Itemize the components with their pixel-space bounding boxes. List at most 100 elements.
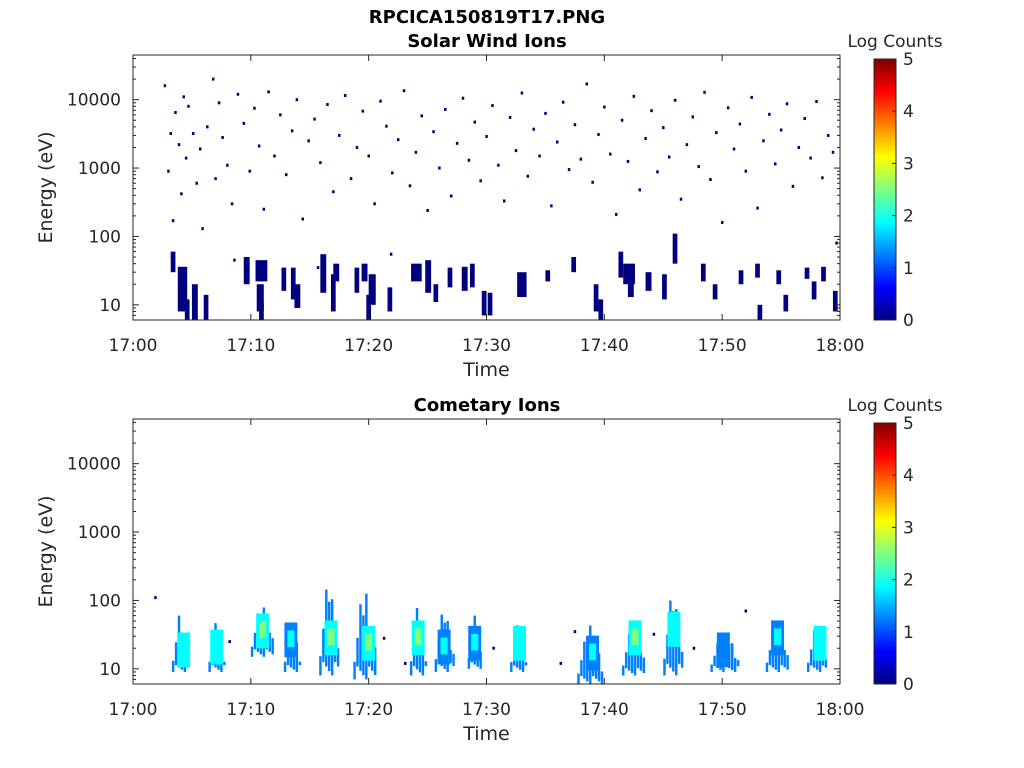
count-pixel [491,104,494,108]
x-tick-label: 17:10 [226,700,275,720]
count-pixel [230,202,234,206]
count-pixel [391,171,394,175]
count-patch [447,267,453,288]
ion-burst [765,620,789,672]
count-pixel [389,252,393,256]
count-pixel [273,154,276,158]
colorbar-tick-label: 4 [903,102,914,122]
burst-column [359,604,362,671]
count-patch [461,266,468,291]
count-patch [517,272,527,298]
burst-column [677,646,681,664]
count-pixel [404,661,407,665]
count-pixel [715,131,718,135]
count-pixel [174,110,177,114]
count-patch [354,267,360,293]
count-pixel [620,118,624,122]
burst-column [780,650,783,666]
count-pixel [815,100,818,104]
burst-column [583,641,586,679]
burst-column [786,655,789,670]
burst-column [577,673,580,684]
count-pixel [170,255,174,259]
count-pixel [343,94,347,98]
burst-column [271,638,274,655]
panel-title-cometary: Cometary Ions [413,395,561,416]
count-pixel [667,155,671,159]
burst-column [736,660,740,667]
count-pixel [709,178,712,182]
count-patch [255,260,268,282]
count-patch [387,287,393,312]
count-pixel [420,114,424,118]
count-pixel [579,157,583,161]
count-pixel [206,125,209,129]
count-pixel [295,98,299,102]
colorbar-tick-label: 3 [903,154,914,174]
count-pixel [673,98,677,102]
count-pixel [744,609,748,613]
x-tick-label: 17:20 [344,700,393,720]
count-patch [645,272,652,291]
count-pixel [550,204,553,208]
burst-peak [816,633,824,651]
count-pixel [492,646,495,650]
count-pixel [385,124,388,128]
count-pixel [603,105,606,109]
burst-column [710,664,713,672]
burst-peak [287,630,295,648]
count-pixel [835,241,838,245]
count-pixel [738,122,742,126]
ion-burst [409,607,428,676]
burst-column [208,661,211,672]
data-marks [154,589,828,684]
count-pixel [538,154,541,158]
count-pixel [226,163,229,167]
burst-column [353,661,356,680]
count-pixel [195,181,198,185]
burst-peak [515,633,524,651]
count-pixel [785,102,789,106]
x-axis-label: Time [462,723,510,745]
x-tick-label: 17:30 [462,700,511,720]
count-patch [177,266,188,312]
count-pixel [662,126,665,130]
count-patch [366,294,372,320]
count-pixel [367,154,370,158]
burst-column [809,649,813,666]
ion-burst [710,632,740,672]
ion-burst [622,620,646,676]
count-pixel [180,192,183,196]
count-pixel [217,101,221,105]
count-patch [832,290,838,312]
burst-column [171,660,175,672]
x-axis-label: Time [462,359,510,381]
count-patch [804,267,810,279]
count-patch [481,290,487,316]
count-pixel [685,143,689,147]
burst-column [510,662,513,672]
count-pixel [520,91,524,95]
burst-column [731,643,734,671]
x-tick-label: 17:30 [462,336,511,356]
burst-column [642,657,646,674]
count-patch [368,274,376,305]
burst-peak [471,633,479,651]
count-pixel [809,156,812,160]
ion-burst [467,615,482,669]
count-pixel [597,132,600,136]
burst-column [434,659,438,672]
count-pixel [187,104,190,108]
count-pixel [626,159,630,163]
count-pixel [656,170,659,174]
colorbar-tick-label: 0 [903,311,914,331]
burst-column [765,662,769,672]
burst-column [600,671,604,684]
count-pixel [703,90,706,94]
y-tick-label: 10000 [67,455,121,475]
burst-peak [440,637,448,655]
count-pixel [744,169,748,173]
count-pixel [756,206,759,210]
burst-column [666,634,669,664]
count-pixel [652,632,656,636]
